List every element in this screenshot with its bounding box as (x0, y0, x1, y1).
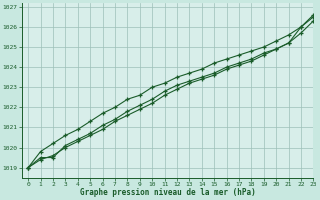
X-axis label: Graphe pression niveau de la mer (hPa): Graphe pression niveau de la mer (hPa) (80, 188, 256, 197)
